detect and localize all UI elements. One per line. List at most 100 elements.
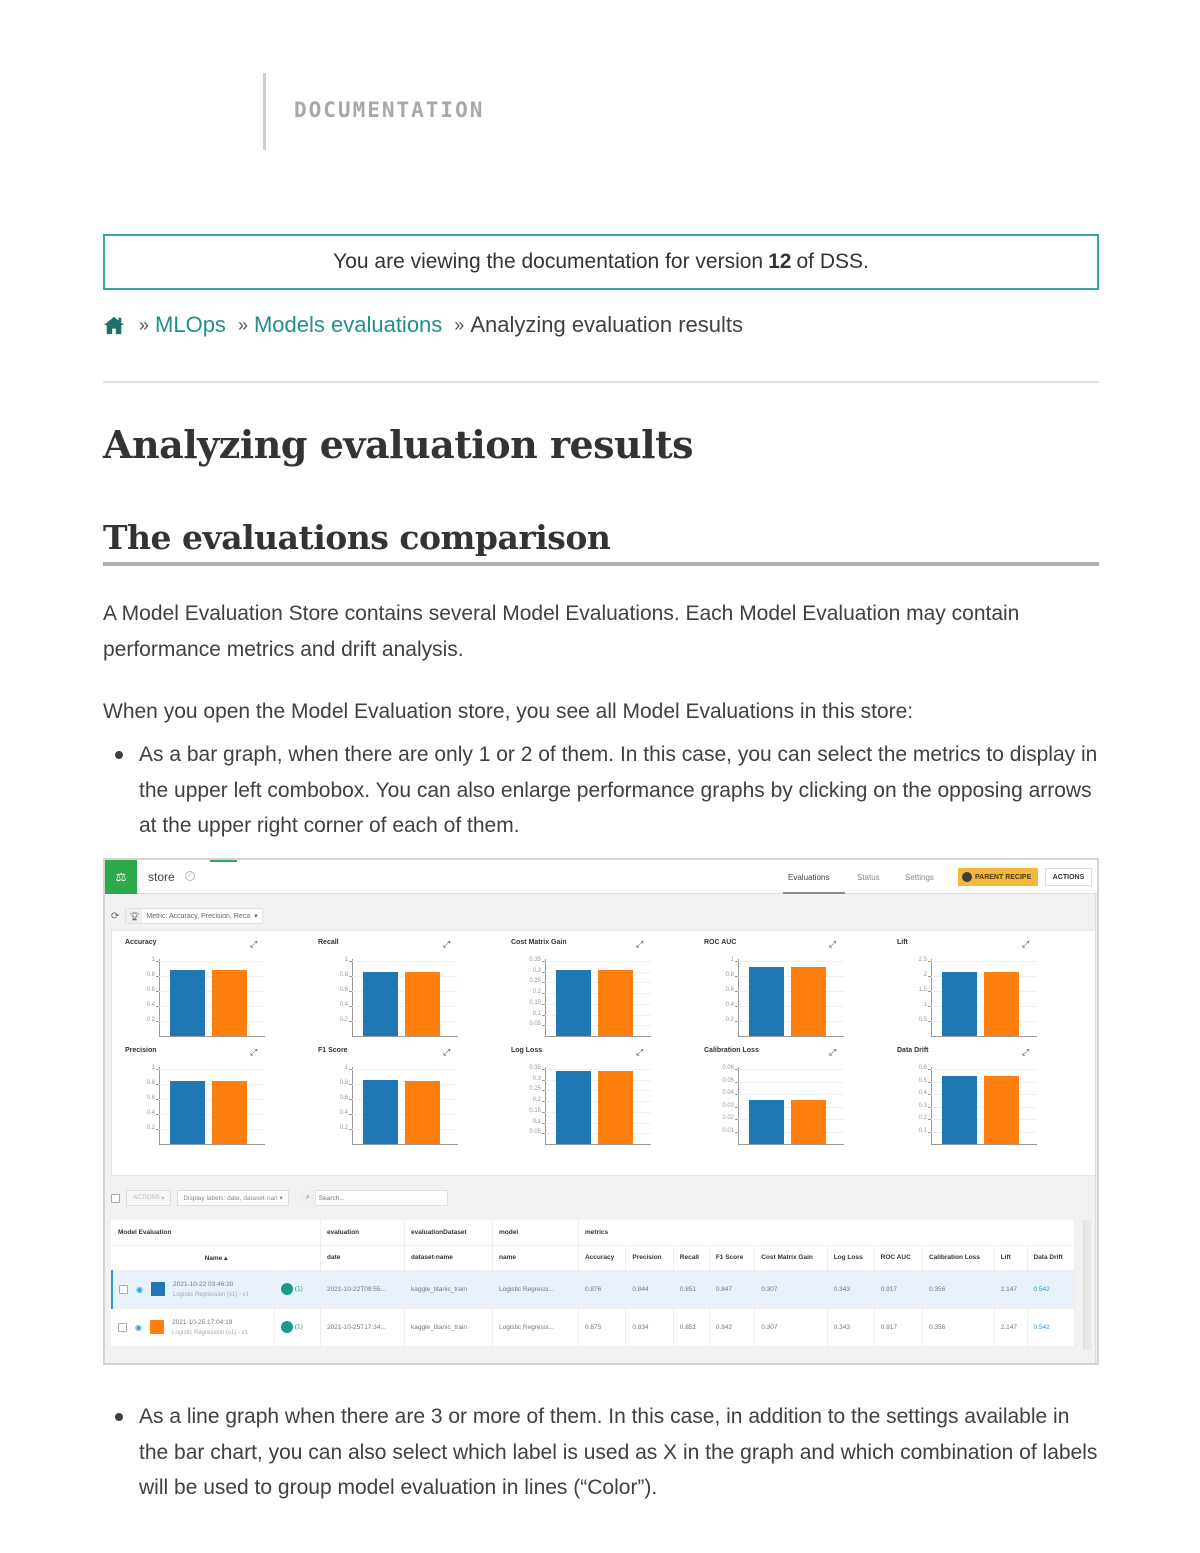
column-header[interactable]: Data Drift [1027,1245,1075,1271]
y-tick-label: 0.4 [918,1090,927,1096]
gridline [738,1069,844,1070]
row-checkbox[interactable] [118,1322,127,1332]
eye-icon[interactable]: ◉ [135,1322,142,1332]
tick-mark [735,1006,738,1007]
y-tick-label: 0.4 [339,1110,348,1116]
table-row[interactable]: ◉ 2021-10-25 17:04:19 Logistic Regression … [112,1308,1075,1347]
column-header[interactable]: Recall [673,1245,710,1271]
column-header[interactable]: Cost Matrix Gain [754,1245,828,1271]
chart-title: Accuracy [125,939,157,946]
bar-evaluation-1[interactable] [363,1080,398,1144]
y-tick-label: 0.2 [532,1097,541,1104]
refresh-icon[interactable]: ⟳ [111,910,120,922]
bar-evaluation-2[interactable] [984,1076,1019,1144]
model-badge-icon[interactable] [280,1283,293,1295]
gridline [159,961,265,962]
bar-evaluation-1[interactable] [556,970,591,1036]
expand-arrows-icon[interactable]: ⤢ [1022,939,1030,949]
table-row[interactable]: ◉ 2021-10-22 03:46:20 Logistic Regression … [110,1270,1075,1309]
expand-arrows-icon[interactable]: ⤢ [443,939,451,949]
expand-arrows-icon[interactable]: ⤢ [1022,1047,1030,1057]
y-tick-label: 1 [344,1065,348,1071]
column-header[interactable]: Precision [625,1245,674,1271]
home-icon[interactable] [103,315,125,335]
tab-evaluations[interactable]: Evaluations [788,873,830,882]
tick-mark [156,976,159,977]
date-cell: 2021-10-25T17:34... [320,1308,405,1347]
gridline [738,961,844,962]
tab-status[interactable]: Status [857,873,880,882]
tick-mark [542,982,545,984]
bar-evaluation-1[interactable] [363,972,398,1036]
page-scrollbar[interactable] [1095,894,1097,1363]
column-header[interactable]: dataset-name [404,1245,493,1271]
y-tick-label: 0.6 [918,1065,927,1071]
bar-evaluation-2[interactable] [791,967,826,1036]
expand-arrows-icon[interactable]: ⤢ [250,939,258,949]
column-header[interactable]: ROC AUC [874,1245,923,1271]
bar-evaluation-2[interactable] [791,1099,826,1144]
table-scrollbar[interactable] [1083,1220,1091,1350]
eye-icon[interactable]: ◉ [136,1284,143,1294]
y-axis [545,959,546,1037]
search-input[interactable] [314,1190,448,1206]
expand-arrows-icon[interactable]: ⤢ [636,939,644,949]
column-header[interactable]: Log Loss [827,1245,875,1271]
evaluation-name[interactable]: 2021-10-22 03:46:20 [172,1280,234,1288]
bar-evaluation-2[interactable] [984,971,1019,1036]
tick-mark [156,1084,159,1085]
expand-arrows-icon[interactable]: ⤢ [443,1047,451,1057]
column-header[interactable]: F1 Score [709,1245,756,1271]
y-tick-label: 0.2 [532,989,541,996]
bar-evaluation-2[interactable] [598,970,633,1036]
expand-arrows-icon[interactable]: ⤢ [829,939,837,949]
bar-evaluation-2[interactable] [405,1080,440,1144]
bar-evaluation-2[interactable] [212,1081,247,1144]
tick-mark [542,1090,545,1092]
column-header-name[interactable]: Name ▴ [112,1245,321,1271]
bar-evaluation-2[interactable] [212,970,247,1036]
bar-evaluation-1[interactable] [556,1070,591,1144]
bar-evaluation-1[interactable] [749,967,784,1036]
metric-cell-data-drift[interactable]: 0.542 [1027,1270,1075,1309]
y-tick-label: 0.6 [725,987,734,993]
metric-cell-data-drift[interactable]: 0.542 [1027,1308,1075,1347]
metric-select[interactable]: 🏆︎ Metric: Accuracy, Precision, Reca ▾ [125,908,263,924]
y-tick-label: 0.25 [529,978,541,985]
display-labels-dropdown[interactable]: Display labels: date, dataset-nan ▾ [177,1190,289,1206]
breadcrumb: » MLOps » Models evaluations » Analyzing… [103,312,743,338]
column-header[interactable]: Lift [994,1245,1028,1271]
tab-settings[interactable]: Settings [905,873,934,882]
tick-mark [928,1094,931,1095]
select-all-checkbox[interactable] [111,1193,120,1203]
model-badge-icon[interactable] [280,1321,293,1333]
dataset-cell: kaggle_titanic_train [404,1270,493,1309]
expand-arrows-icon[interactable]: ⤢ [829,1047,837,1057]
bar-evaluation-1[interactable] [170,1080,205,1144]
list-actions-dropdown[interactable]: ACTIONS ▾ [126,1190,172,1206]
tick-mark [928,1081,931,1083]
column-header[interactable]: name [492,1245,579,1271]
breadcrumb-models-evaluations[interactable]: Models evaluations [253,312,443,337]
bar-evaluation-1[interactable] [942,1076,977,1144]
expand-arrows-icon[interactable]: ⤢ [636,1047,644,1057]
parent-recipe-button[interactable]: PARENT RECIPE [958,868,1038,886]
bar-evaluation-2[interactable] [598,1070,633,1144]
column-header[interactable]: Accuracy [578,1245,627,1271]
list-toolbar: ACTIONS ▾ Display labels: date, dataset-… [111,1190,448,1206]
bar-evaluation-1[interactable] [942,971,977,1036]
y-axis [931,959,932,1037]
evaluation-name[interactable]: 2021-10-25 17:04:19 [171,1318,233,1326]
actions-button[interactable]: ACTIONS [1045,868,1092,886]
bar-evaluation-2[interactable] [405,972,440,1036]
bar-evaluation-1[interactable] [170,970,205,1036]
intro-paragraph: A Model Evaluation Store contains severa… [103,602,1020,661]
banner-suffix: of DSS. [796,250,869,273]
breadcrumb-mlops[interactable]: MLOps [155,312,226,337]
metric-cell-roc-auc: 0.917 [874,1270,923,1309]
column-header[interactable]: Calibration Loss [922,1245,995,1271]
row-checkbox[interactable] [119,1284,128,1294]
expand-arrows-icon[interactable]: ⤢ [250,1047,258,1057]
bar-evaluation-1[interactable] [749,1099,784,1144]
column-header[interactable]: date [320,1245,405,1271]
